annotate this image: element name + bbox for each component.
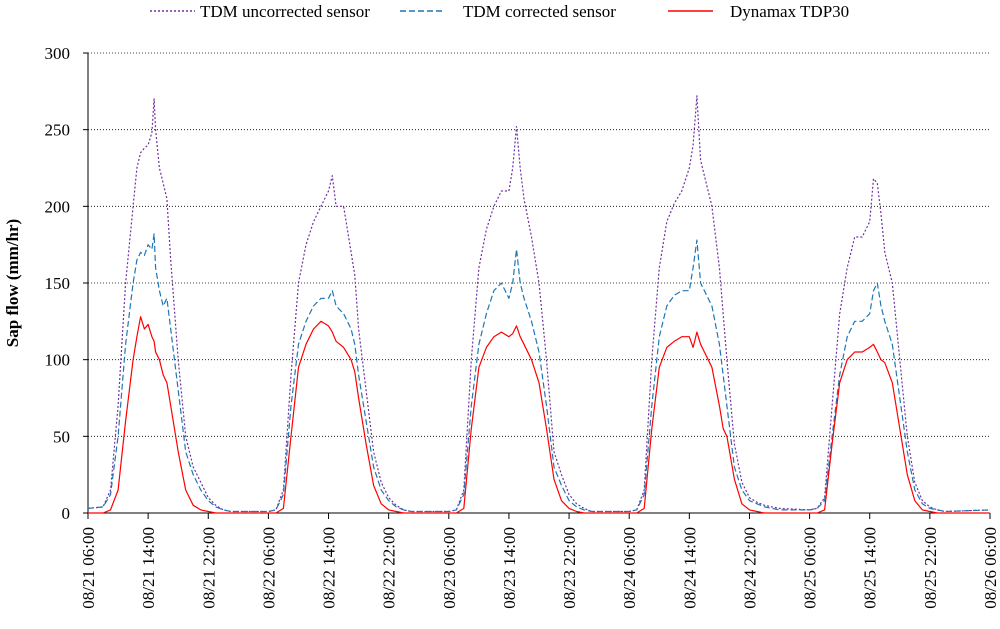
x-tick-label: 08/23 06:00 bbox=[440, 527, 459, 609]
x-tick-label: 08/24 14:00 bbox=[680, 527, 699, 609]
x-tick-label: 08/25 22:00 bbox=[921, 527, 940, 609]
legend: TDM uncorrected sensor TDM corrected sens… bbox=[150, 2, 849, 21]
y-tick-label: 150 bbox=[45, 274, 71, 293]
series-line-2 bbox=[88, 316, 990, 514]
legend-label-2: Dynamax TDP30 bbox=[730, 2, 849, 21]
x-tick-label: 08/23 22:00 bbox=[560, 527, 579, 609]
legend-label-0: TDM uncorrected sensor bbox=[200, 2, 370, 21]
y-axis-label: Sap flow (mm/hr) bbox=[3, 219, 22, 347]
x-tick-labels: 08/21 06:00 08/21 14:00 08/21 22:00 08/22 0… bbox=[79, 527, 1000, 609]
series-line-0 bbox=[87, 95, 991, 513]
x-tick-label: 08/21 14:00 bbox=[139, 527, 158, 609]
x-tick-label: 08/25 06:00 bbox=[801, 527, 820, 609]
y-tick-label: 250 bbox=[45, 121, 71, 140]
x-tick-label: 08/21 06:00 bbox=[79, 527, 98, 609]
x-tick-label: 08/24 06:00 bbox=[620, 527, 639, 609]
x-tick-label: 08/21 22:00 bbox=[199, 527, 218, 609]
x-tick-label: 08/24 22:00 bbox=[740, 527, 759, 609]
x-tick-label: 08/22 14:00 bbox=[320, 527, 339, 609]
y-tick-label: 300 bbox=[45, 44, 71, 63]
y-tick-label: 50 bbox=[53, 427, 70, 446]
x-tick-label: 08/25 14:00 bbox=[861, 527, 880, 609]
x-tick-label: 08/26 06:00 bbox=[981, 527, 1000, 609]
y-tick-label: 100 bbox=[45, 351, 71, 370]
y-tick-label: 200 bbox=[45, 197, 71, 216]
series-lines bbox=[87, 95, 991, 514]
series-line-1 bbox=[87, 233, 991, 513]
legend-label-1: TDM corrected sensor bbox=[463, 2, 616, 21]
y-tick-label: 0 bbox=[62, 504, 71, 523]
y-tick-labels: 0 50 100 150 200 250 300 bbox=[45, 44, 71, 523]
gridlines bbox=[83, 52, 990, 514]
x-tick-label: 08/23 14:00 bbox=[500, 527, 519, 609]
x-tick-label: 08/22 06:00 bbox=[259, 527, 278, 609]
x-tick-label: 08/22 22:00 bbox=[380, 527, 399, 609]
